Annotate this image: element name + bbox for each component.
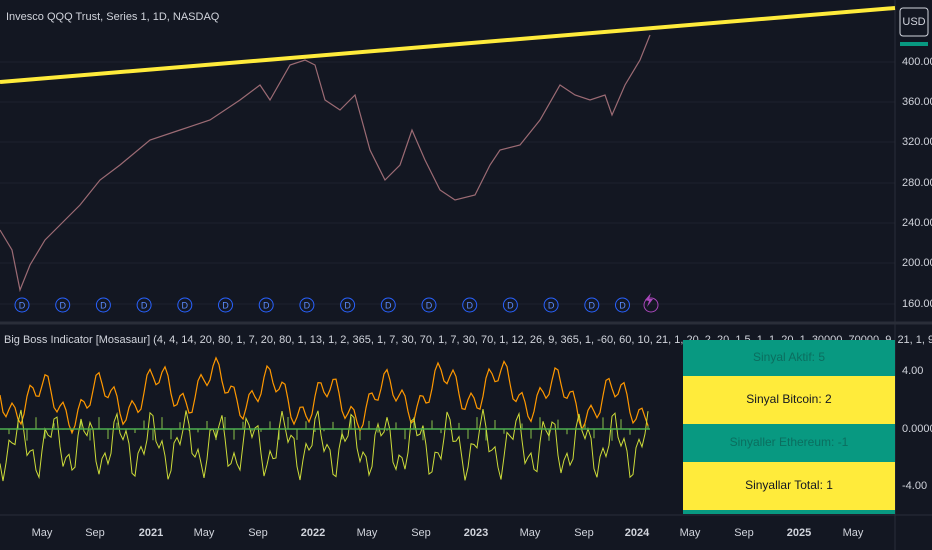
dividend-label[interactable]: D	[426, 300, 433, 310]
indicator-axis-label: 0.0000	[902, 423, 932, 435]
time-label: Sep	[248, 527, 268, 539]
oscillator-orange	[0, 356, 649, 435]
time-label: May	[32, 527, 53, 539]
dividend-marker[interactable]	[502, 297, 518, 313]
dividend-marker[interactable]	[340, 297, 356, 313]
dividend-label[interactable]: D	[19, 300, 26, 310]
grid	[0, 61, 895, 305]
dividend-marker[interactable]	[136, 297, 152, 313]
price-label: 360.00	[902, 96, 932, 108]
price-label: 200.00	[902, 257, 932, 269]
dividend-marker[interactable]	[380, 297, 396, 313]
earnings-icon	[645, 293, 653, 307]
earnings-marker[interactable]	[643, 297, 659, 313]
time-label: May	[680, 527, 701, 539]
dividend-marker[interactable]	[14, 297, 30, 313]
dividend-marker[interactable]	[462, 297, 478, 313]
dividend-label[interactable]: D	[589, 300, 596, 310]
price-marker	[900, 42, 928, 46]
dividend-label[interactable]: D	[263, 300, 270, 310]
time-label: 2023	[464, 527, 488, 539]
price-label: 280.00	[902, 177, 932, 189]
table-text: Sinyallar Total: 1	[745, 478, 833, 492]
dividend-label[interactable]: D	[548, 300, 555, 310]
oscillator-green	[0, 409, 649, 482]
dividend-label[interactable]: D	[59, 300, 66, 310]
time-label: May	[520, 527, 541, 539]
dividend-marker[interactable]	[299, 297, 315, 313]
table-text: Sinyaller Ethereum: -1	[730, 435, 849, 449]
dividend-label[interactable]: D	[141, 300, 148, 310]
dividend-label[interactable]: D	[222, 300, 229, 310]
indicator-plot	[0, 356, 649, 482]
symbol-title: Invesco QQQ Trust, Series 1, 1D, NASDAQ	[6, 11, 220, 23]
price-label: 160.00	[902, 298, 932, 310]
currency-button[interactable]	[899, 7, 929, 37]
table-cell	[683, 340, 895, 376]
dividend-label[interactable]: D	[385, 300, 392, 310]
time-label: May	[843, 527, 864, 539]
price-label: 400.00	[902, 56, 932, 68]
dividend-label[interactable]: D	[344, 300, 351, 310]
dividend-label[interactable]: D	[619, 300, 626, 310]
dividend-marker[interactable]	[584, 297, 600, 313]
table-cell	[683, 376, 895, 424]
dividend-marker[interactable]	[95, 297, 111, 313]
currency[interactable]: USD	[902, 16, 925, 28]
table-cell	[683, 424, 895, 462]
table-cell	[683, 462, 895, 510]
dividend-marker[interactable]	[55, 297, 71, 313]
indicator-axis-label: -4.00	[902, 480, 927, 492]
time-label: May	[357, 527, 378, 539]
dividend-label[interactable]: D	[304, 300, 311, 310]
time-label: Sep	[734, 527, 754, 539]
dividend-label[interactable]: D	[100, 300, 107, 310]
table-text: Sinyal Aktif: 5	[753, 350, 825, 364]
time-label: 2025	[787, 527, 811, 539]
time-label: Sep	[574, 527, 594, 539]
dividend-label[interactable]: D	[182, 300, 189, 310]
dividend-marker[interactable]	[258, 297, 274, 313]
time-label: 2024	[625, 527, 650, 539]
time-label: 2021	[139, 527, 163, 539]
price-label: 240.00	[902, 217, 932, 229]
time-label: 2022	[301, 527, 325, 539]
dividend-marker[interactable]	[218, 297, 233, 313]
dividend-marker[interactable]	[543, 297, 559, 313]
dividend-marker[interactable]	[421, 297, 437, 313]
dividend-marker[interactable]	[177, 297, 193, 313]
time-label: May	[194, 527, 215, 539]
dividend-label[interactable]: D	[466, 300, 473, 310]
trendline	[0, 6, 896, 84]
time-label: Sep	[85, 527, 105, 539]
price-label: 320.00	[902, 136, 932, 148]
indicator-axis-label: 4.00	[902, 365, 923, 377]
price-line	[0, 34, 651, 293]
time-label: Sep	[411, 527, 431, 539]
table-footer	[683, 510, 895, 514]
table-text: Sinyal Bitcoin: 2	[746, 392, 832, 406]
dividend-label[interactable]: D	[507, 300, 514, 310]
dividend-marker[interactable]	[615, 297, 630, 313]
